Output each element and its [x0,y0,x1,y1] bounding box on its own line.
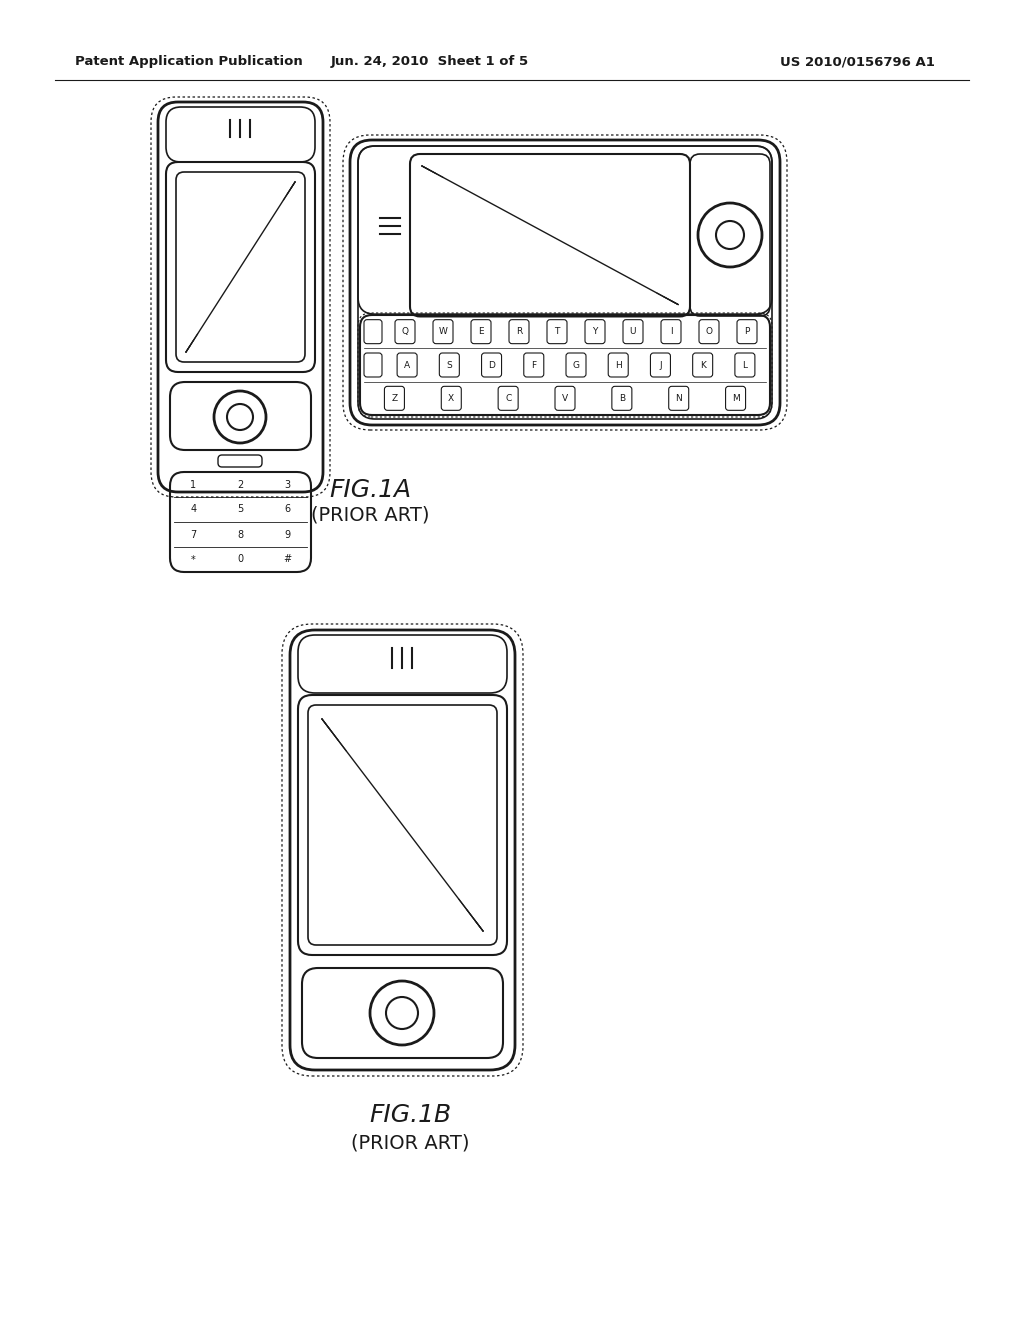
Text: V: V [562,393,568,403]
Text: (PRIOR ART): (PRIOR ART) [310,506,429,524]
Text: 6: 6 [285,504,291,515]
Text: 3: 3 [285,479,291,490]
Text: W: W [438,327,447,337]
FancyBboxPatch shape [158,102,323,492]
Text: U: U [630,327,636,337]
Text: US 2010/0156796 A1: US 2010/0156796 A1 [780,55,935,69]
Text: 9: 9 [285,529,291,540]
Text: F: F [531,360,537,370]
Text: N: N [676,393,682,403]
Text: Y: Y [592,327,598,337]
Text: C: C [505,393,511,403]
Text: *: * [191,554,196,565]
Text: 5: 5 [238,504,244,515]
Text: 1: 1 [190,479,197,490]
Text: #: # [284,554,292,565]
Text: T: T [554,327,560,337]
Text: P: P [744,327,750,337]
FancyBboxPatch shape [302,968,503,1059]
Text: L: L [742,360,748,370]
Text: FIG.1A: FIG.1A [329,478,411,502]
Text: Jun. 24, 2010  Sheet 1 of 5: Jun. 24, 2010 Sheet 1 of 5 [331,55,529,69]
Text: O: O [706,327,713,337]
Text: Q: Q [401,327,409,337]
Text: E: E [478,327,483,337]
Text: Z: Z [391,393,397,403]
FancyBboxPatch shape [170,381,311,450]
FancyBboxPatch shape [290,630,515,1071]
Text: I: I [670,327,673,337]
Text: K: K [699,360,706,370]
Text: R: R [516,327,522,337]
Text: H: H [614,360,622,370]
Text: FIG.1B: FIG.1B [369,1104,451,1127]
Text: J: J [659,360,662,370]
Circle shape [386,997,418,1030]
FancyBboxPatch shape [350,140,780,425]
Circle shape [227,404,253,430]
Text: Patent Application Publication: Patent Application Publication [75,55,303,69]
Circle shape [370,981,434,1045]
Text: 7: 7 [190,529,197,540]
Text: 2: 2 [238,479,244,490]
Text: G: G [572,360,580,370]
Circle shape [716,220,744,249]
Text: D: D [488,360,495,370]
Circle shape [698,203,762,267]
Text: 4: 4 [190,504,197,515]
Text: X: X [449,393,455,403]
Text: 8: 8 [238,529,244,540]
Text: (PRIOR ART): (PRIOR ART) [351,1134,469,1152]
Text: A: A [404,360,411,370]
Circle shape [214,391,266,444]
Text: B: B [618,393,625,403]
Text: 0: 0 [238,554,244,565]
Text: S: S [446,360,453,370]
Text: M: M [732,393,739,403]
